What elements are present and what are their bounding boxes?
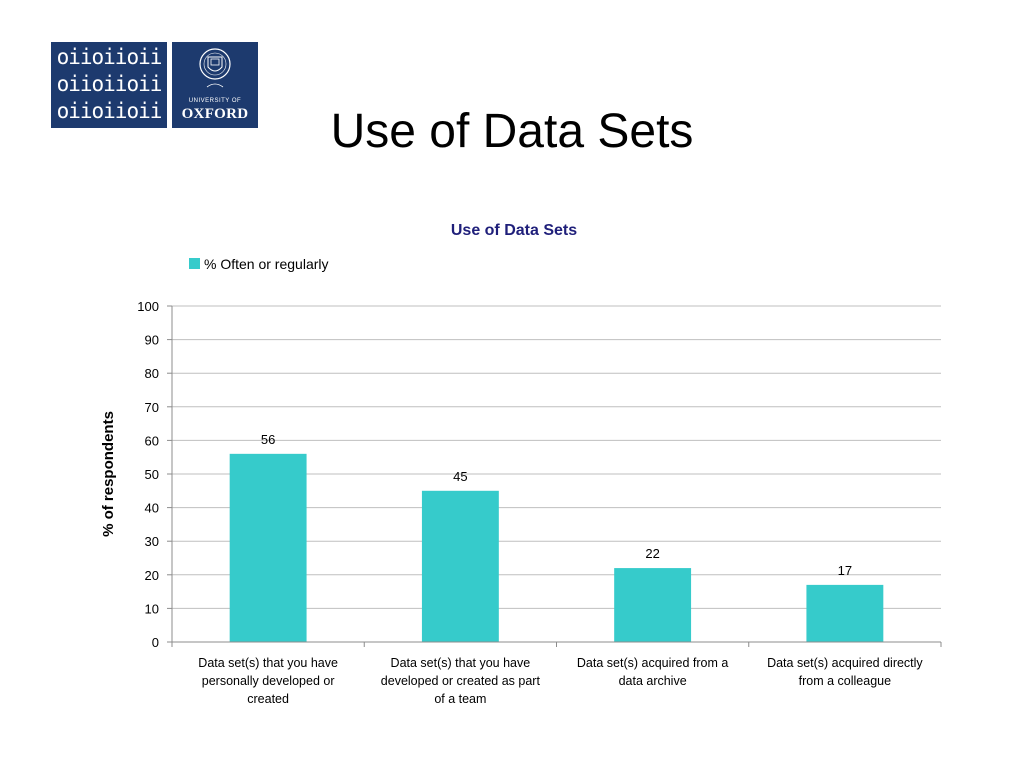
bar (229, 453, 307, 642)
y-tick-label: 30 (145, 534, 159, 549)
x-category-label-line: personally developed or (202, 674, 335, 688)
binary-logo-line: oiioiioii (56, 45, 163, 69)
x-category-label-line: from a colleague (799, 674, 891, 688)
y-tick-label: 60 (145, 433, 159, 448)
crest-icon (199, 48, 231, 88)
legend-label: % Often or regularly (204, 256, 329, 272)
x-category-label-line: data archive (619, 674, 687, 688)
oxford-logo: UNIVERSITY OF OXFORD (172, 42, 258, 128)
binary-logo-line: oiioiioii (56, 72, 163, 96)
data-label: 45 (453, 469, 467, 484)
x-category-label-line: Data set(s) that you have (198, 656, 338, 670)
y-tick-label: 70 (145, 400, 159, 415)
data-label: 22 (645, 546, 659, 561)
x-category-label-line: created (247, 692, 289, 706)
binary-logo-line: oiioiioii (56, 99, 163, 123)
data-label: 56 (261, 432, 275, 447)
y-tick-label: 40 (145, 501, 159, 516)
y-tick-label: 0 (152, 635, 159, 650)
y-tick-label: 80 (145, 366, 159, 381)
bar (614, 568, 692, 642)
x-category-label-line: Data set(s) that you have (391, 656, 531, 670)
x-category-label-line: of a team (434, 692, 486, 706)
y-axis-label: % of respondents (100, 411, 117, 537)
x-category-label-line: Data set(s) acquired from a (577, 656, 728, 670)
y-tick-label: 50 (145, 467, 159, 482)
x-category-label: Data set(s) that you have developed or cr… (381, 656, 541, 706)
bar (806, 584, 884, 642)
bar (421, 490, 499, 642)
x-category-label: Data set(s) acquired directly from a coll… (767, 656, 923, 688)
legend-swatch (189, 258, 200, 269)
y-tick-label: 10 (145, 601, 159, 616)
y-tick-label: 20 (145, 568, 159, 583)
x-category-label: Data set(s) acquired from a data archive (577, 656, 728, 688)
data-label: 17 (838, 563, 852, 578)
y-tick-label: 90 (145, 333, 159, 348)
chart-title: Use of Data Sets (451, 222, 577, 239)
x-category-label: Data set(s) that you have personally deve… (198, 656, 338, 706)
binary-logo: oiioiioii oiioiioii oiioiioii (51, 42, 167, 128)
slide-title: Use of Data Sets (330, 105, 694, 158)
x-category-label-line: developed or created as part (381, 674, 541, 688)
x-category-label-line: Data set(s) acquired directly (767, 656, 923, 670)
y-tick-label: 100 (137, 299, 159, 314)
logo-university-text: UNIVERSITY OF (188, 98, 242, 104)
logo-oxford-text: OXFORD (181, 106, 249, 122)
